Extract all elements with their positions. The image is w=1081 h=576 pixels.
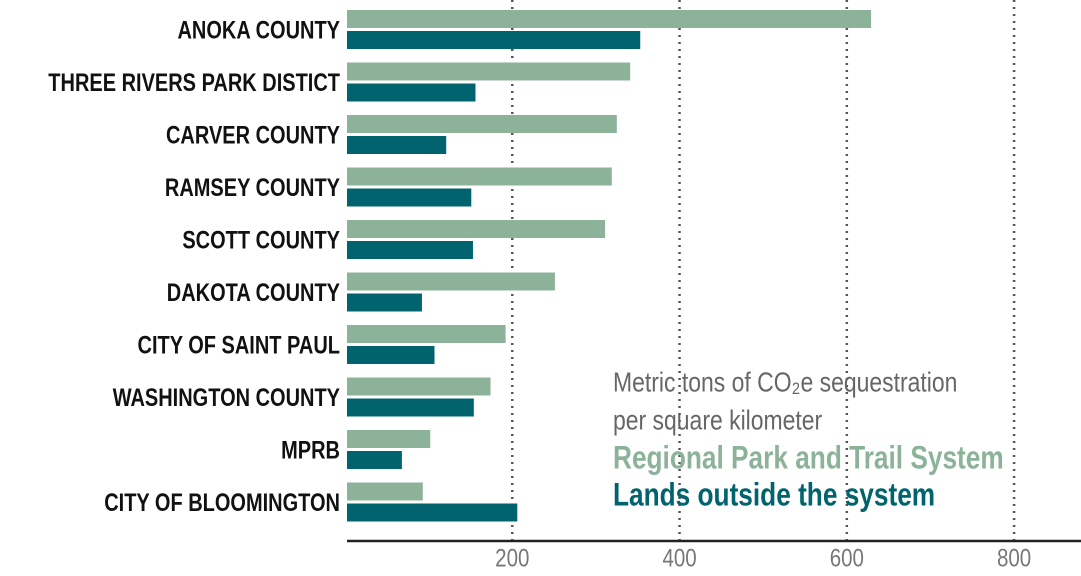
bar [347,346,435,364]
note-group: Metric tons of CO₂e sequestration [613,367,957,398]
bar [347,220,606,238]
bar [347,293,422,312]
tick-group: 800 [997,544,1031,572]
x-tick-label: 800 [997,544,1031,572]
category-label: CITY OF SAINT PAUL [138,332,341,360]
label-group: SCOTT COUNTY [182,227,340,255]
tick-group: 200 [495,544,529,572]
label-group: CARVER COUNTY [166,122,340,150]
legend-group: Regional Park and Trail System [613,441,1004,476]
bar [347,482,423,501]
legend-entry: Regional Park and Trail System [613,441,1004,476]
bar [347,398,474,417]
bar [347,83,476,102]
bar [347,503,518,522]
label-group: RAMSEY COUNTY [165,174,340,202]
legend-entry: Lands outside the system [613,478,935,513]
tick-group: 600 [830,544,864,572]
bar [347,241,473,259]
bar [347,62,631,81]
x-tick-label: 400 [662,544,696,572]
category-label: ANOKA COUNTY [178,17,340,45]
bar [347,115,617,133]
x-tick-label: 600 [830,544,864,572]
label-group: MPRB [281,437,340,465]
bar [347,272,555,291]
bar [347,10,872,28]
axis-note: per square kilometer [613,405,823,436]
label-group: THREE RIVERS PARK DISTICT [48,69,340,97]
axis-note: Metric tons of CO₂e sequestration [613,367,957,398]
tick-group: 400 [662,544,696,572]
label-group: CITY OF BLOOMINGTON [104,489,340,517]
label-group: CITY OF SAINT PAUL [138,332,341,360]
bar [347,430,431,448]
note-group: per square kilometer [613,405,823,436]
bar [347,377,491,396]
category-label: RAMSEY COUNTY [165,174,340,202]
label-group: ANOKA COUNTY [178,17,340,45]
legend-group: Lands outside the system [613,478,935,513]
category-label: DAKOTA COUNTY [167,279,340,307]
bar [347,167,612,186]
bar [347,188,472,207]
category-label: WASHINGTON COUNTY [113,384,340,412]
bar [347,325,506,343]
label-group: DAKOTA COUNTY [167,279,340,307]
bar [347,31,641,49]
category-label: CITY OF BLOOMINGTON [104,489,340,517]
category-label: SCOTT COUNTY [182,227,340,255]
bar [347,451,402,469]
x-tick-label: 200 [495,544,529,572]
category-label: MPRB [281,437,340,465]
label-group: WASHINGTON COUNTY [113,384,340,412]
category-label: THREE RIVERS PARK DISTICT [48,69,340,97]
category-label: CARVER COUNTY [166,122,340,150]
bar [347,136,447,154]
